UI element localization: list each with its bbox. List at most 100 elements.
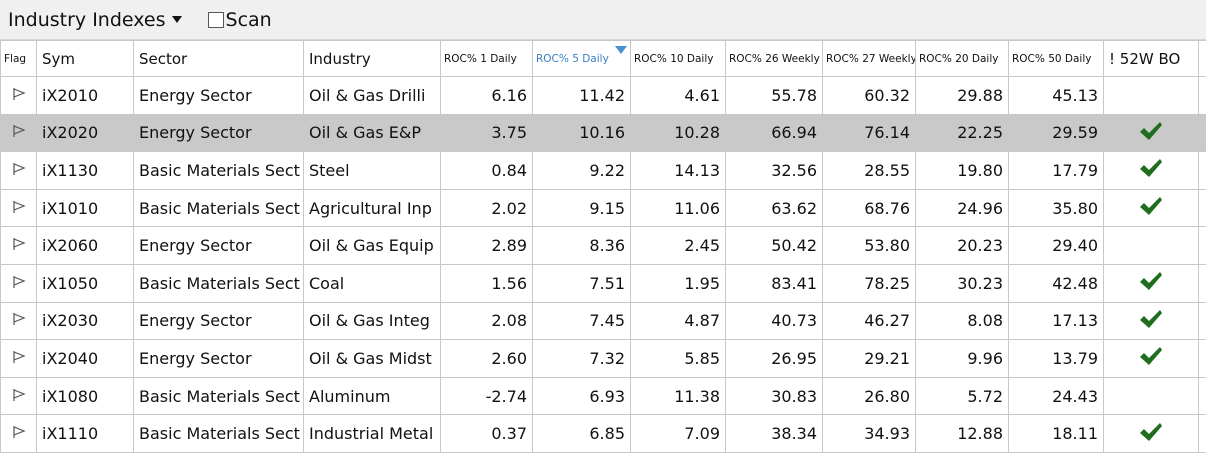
flag-cell[interactable] bbox=[0, 301, 37, 341]
value-cell: 9.22 bbox=[532, 151, 631, 190]
value-cell: 9.15 bbox=[532, 188, 631, 228]
value-cell: 2.60 bbox=[440, 339, 533, 378]
sym-cell: iX1110 bbox=[36, 414, 134, 453]
value-cell: 68.76 bbox=[822, 188, 916, 228]
check-icon bbox=[1140, 422, 1162, 441]
value-cell: 42.48 bbox=[1008, 263, 1104, 303]
flag-icon[interactable] bbox=[12, 350, 26, 364]
value-cell: 45.13 bbox=[1008, 76, 1104, 115]
value-cell: 32.56 bbox=[725, 151, 823, 190]
flag-cell[interactable] bbox=[0, 376, 37, 416]
flag-icon[interactable] bbox=[12, 388, 26, 402]
value-cell: 63.62 bbox=[725, 188, 823, 228]
flag-icon[interactable] bbox=[12, 124, 26, 138]
flag-cell[interactable] bbox=[0, 76, 37, 115]
scan-label[interactable]: Scan bbox=[225, 8, 272, 31]
sym-cell: iX2010 bbox=[36, 76, 134, 115]
column-header[interactable]: Flag bbox=[0, 40, 37, 77]
industry-cell: Oil & Gas Integ bbox=[303, 301, 441, 341]
overflow-cell bbox=[1198, 113, 1206, 153]
sector-cell: Basic Materials Sect bbox=[133, 414, 304, 453]
column-header[interactable]: ROC% 27 Weekly bbox=[822, 40, 916, 77]
table-row[interactable]: iX1050 Basic Materials Sect Coal 1.56 7.51 1.… bbox=[0, 263, 1206, 303]
data-table: Flag Sym Sector Industry ROC% 1 Daily ROC% 5 … bbox=[0, 40, 1206, 453]
table-row[interactable]: iX2030 Energy Sector Oil & Gas Integ 2.08 7.… bbox=[0, 301, 1206, 341]
industry-cell: Oil & Gas Midst bbox=[303, 339, 441, 378]
table-row[interactable]: iX2060 Energy Sector Oil & Gas Equip 2.89 8.… bbox=[0, 226, 1206, 265]
flag-icon[interactable] bbox=[12, 425, 26, 439]
column-header[interactable]: Sym bbox=[36, 40, 134, 77]
column-header[interactable]: ROC% 1 Daily bbox=[440, 40, 533, 77]
table-row[interactable]: iX2020 Energy Sector Oil & Gas E&P 3.75 10.1… bbox=[0, 113, 1206, 153]
breakout-cell bbox=[1103, 226, 1199, 265]
value-cell: 26.95 bbox=[725, 339, 823, 378]
sector-cell: Basic Materials Sect bbox=[133, 188, 304, 228]
value-cell: 14.13 bbox=[630, 151, 726, 190]
sector-cell: Basic Materials Sect bbox=[133, 263, 304, 303]
value-cell: 53.80 bbox=[822, 226, 916, 265]
value-cell: 34.93 bbox=[822, 414, 916, 453]
sym-cell: iX2030 bbox=[36, 301, 134, 341]
flag-icon[interactable] bbox=[12, 162, 26, 176]
flag-icon[interactable] bbox=[12, 87, 26, 101]
table-row[interactable]: iX1080 Basic Materials Sect Aluminum -2.74 6… bbox=[0, 376, 1206, 416]
toolbar: Industry Indexes Scan bbox=[0, 0, 1206, 40]
flag-cell[interactable] bbox=[0, 226, 37, 265]
table-row[interactable]: iX1130 Basic Materials Sect Steel 0.84 9.22 1… bbox=[0, 151, 1206, 190]
value-cell: 24.96 bbox=[915, 188, 1009, 228]
column-header[interactable]: ! 52W BO bbox=[1103, 40, 1199, 77]
flag-icon[interactable] bbox=[12, 200, 26, 214]
value-cell: 5.72 bbox=[915, 376, 1009, 416]
list-title[interactable]: Industry Indexes bbox=[8, 8, 166, 31]
flag-cell[interactable] bbox=[0, 113, 37, 153]
sym-cell: iX1130 bbox=[36, 151, 134, 190]
check-icon bbox=[1140, 347, 1162, 366]
table-row[interactable]: iX1010 Basic Materials Sect Agricultural I… bbox=[0, 188, 1206, 228]
check-icon bbox=[1140, 309, 1162, 328]
value-cell: 0.84 bbox=[440, 151, 533, 190]
flag-cell[interactable] bbox=[0, 263, 37, 303]
flag-cell[interactable] bbox=[0, 339, 37, 378]
value-cell: 1.95 bbox=[630, 263, 726, 303]
value-cell: 0.37 bbox=[440, 414, 533, 453]
industry-cell: Steel bbox=[303, 151, 441, 190]
column-header[interactable]: ROC% 26 Weekly bbox=[725, 40, 823, 77]
flag-cell[interactable] bbox=[0, 151, 37, 190]
flag-icon[interactable] bbox=[12, 275, 26, 289]
scan-checkbox[interactable] bbox=[207, 11, 224, 28]
column-header[interactable]: ROC% 5 Daily bbox=[532, 40, 631, 77]
value-cell: 4.87 bbox=[630, 301, 726, 341]
industry-cell: Oil & Gas Drilli bbox=[303, 76, 441, 115]
value-cell: 18.11 bbox=[1008, 414, 1104, 453]
industry-cell: Oil & Gas E&P bbox=[303, 113, 441, 153]
sym-cell: iX2020 bbox=[36, 113, 134, 153]
sector-cell: Energy Sector bbox=[133, 226, 304, 265]
table-row[interactable]: iX2010 Energy Sector Oil & Gas Drilli 6.16 1… bbox=[0, 76, 1206, 115]
column-header[interactable]: ROC% 10 Daily bbox=[630, 40, 726, 77]
sector-cell: Basic Materials Sect bbox=[133, 376, 304, 416]
column-header[interactable]: Sector bbox=[133, 40, 304, 77]
value-cell: 29.40 bbox=[1008, 226, 1104, 265]
overflow-cell bbox=[1198, 226, 1206, 265]
breakout-cell bbox=[1103, 76, 1199, 115]
dropdown-caret[interactable] bbox=[171, 16, 182, 23]
breakout-cell bbox=[1103, 113, 1199, 153]
flag-icon[interactable] bbox=[12, 312, 26, 326]
check-icon bbox=[1140, 197, 1162, 216]
flag-cell[interactable] bbox=[0, 188, 37, 228]
overflow-cell bbox=[1198, 263, 1206, 303]
sector-cell: Energy Sector bbox=[133, 113, 304, 153]
table-row[interactable]: iX2040 Energy Sector Oil & Gas Midst 2.60 7.… bbox=[0, 339, 1206, 378]
value-cell: 35.80 bbox=[1008, 188, 1104, 228]
column-header[interactable]: Industry bbox=[303, 40, 441, 77]
value-cell: 13.79 bbox=[1008, 339, 1104, 378]
breakout-cell bbox=[1103, 301, 1199, 341]
value-cell: 10.16 bbox=[532, 113, 631, 153]
table-row[interactable]: iX1110 Basic Materials Sect Industrial Met… bbox=[0, 414, 1206, 453]
flag-cell[interactable] bbox=[0, 414, 37, 453]
flag-icon[interactable] bbox=[12, 237, 26, 251]
value-cell: 11.42 bbox=[532, 76, 631, 115]
value-cell: 7.45 bbox=[532, 301, 631, 341]
column-header[interactable]: ROC% 20 Daily bbox=[915, 40, 1009, 77]
column-header[interactable]: ROC% 50 Daily bbox=[1008, 40, 1104, 77]
